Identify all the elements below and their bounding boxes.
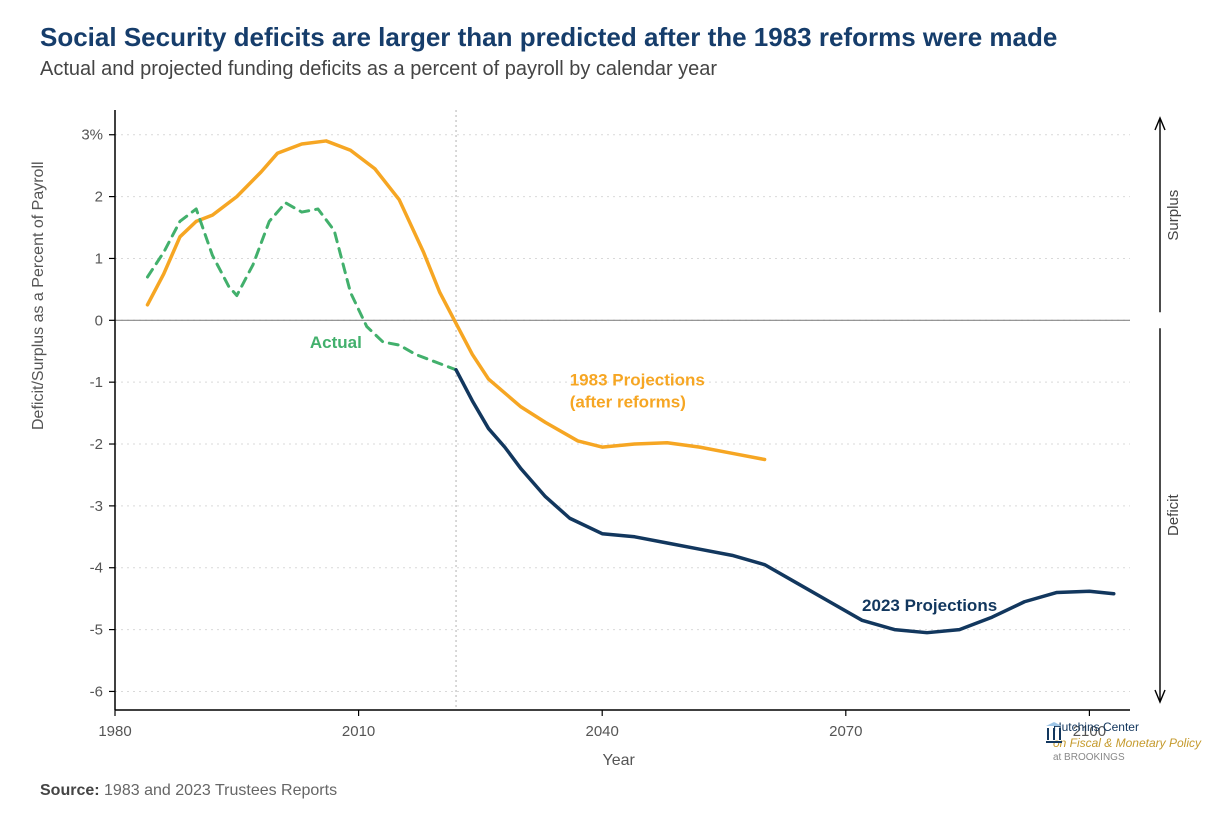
page-root: Social Security deficits are larger than… — [0, 0, 1231, 820]
y-tick-label: -5 — [90, 622, 103, 639]
y-tick-label: 2 — [95, 189, 103, 206]
x-axis-label: Year — [603, 752, 635, 770]
y-tick-label: 1 — [95, 250, 103, 267]
series-label-proj1983: (after reforms) — [570, 392, 686, 411]
source-text: 1983 and 2023 Trustees Reports — [104, 782, 337, 799]
series-label-actual: Actual — [310, 333, 362, 352]
logo-line2: on Fiscal & Monetary Policy — [1053, 736, 1201, 750]
logo-line3: at BROOKINGS — [1053, 752, 1125, 763]
y-tick-label: 3% — [81, 127, 103, 144]
x-tick-label: 2040 — [586, 723, 619, 740]
series-label-proj1983: 1983 Projections — [570, 370, 705, 389]
brookings-logo: Hutchins Center on Fiscal & Monetary Pol… — [1044, 720, 1201, 765]
chart-svg: -6-5-4-3-2-10123%19802010204020702100198… — [0, 0, 1231, 820]
series-actual — [147, 203, 456, 370]
x-tick-label: 2070 — [829, 723, 862, 740]
series-label-proj2023: 2023 Projections — [862, 596, 997, 615]
logo-line1: Hutchins Center — [1053, 720, 1139, 734]
deficit-label: Deficit — [1165, 493, 1182, 536]
source-label: Source: — [40, 782, 100, 799]
y-tick-label: -2 — [90, 436, 103, 453]
y-tick-label: 0 — [95, 312, 103, 329]
y-tick-label: -4 — [90, 560, 103, 577]
series-proj2023 — [456, 370, 1114, 633]
y-tick-label: -6 — [90, 683, 103, 700]
y-tick-label: -3 — [90, 498, 103, 515]
x-tick-label: 1980 — [98, 723, 131, 740]
surplus-label: Surplus — [1165, 190, 1182, 241]
source-note: Source: 1983 and 2023 Trustees Reports — [40, 782, 337, 800]
chart-area: -6-5-4-3-2-10123%19802010204020702100198… — [0, 0, 1231, 820]
y-tick-label: -1 — [90, 374, 103, 391]
x-tick-label: 2010 — [342, 723, 375, 740]
